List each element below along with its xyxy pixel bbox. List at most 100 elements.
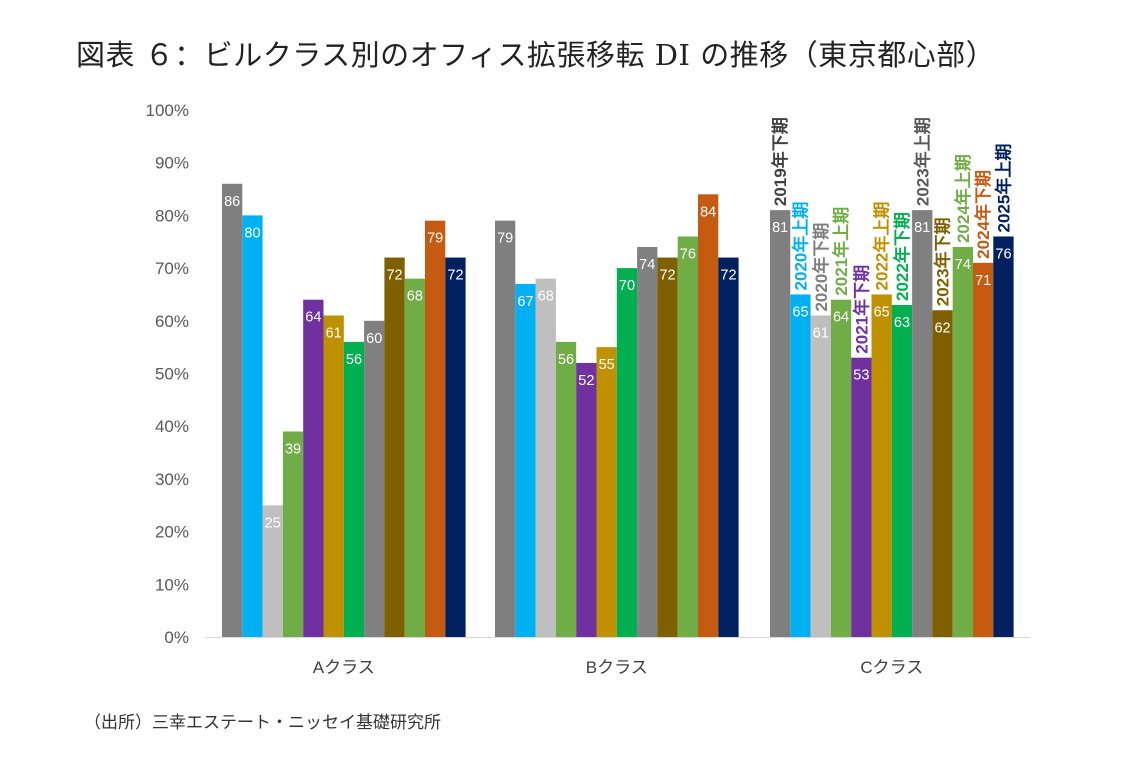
series-name-label: 2024年上期 [953, 154, 973, 243]
data-label: 65 [792, 304, 808, 320]
data-label: 61 [326, 326, 342, 342]
bar [323, 315, 344, 637]
source-note: （出所）三幸エステート・ニッセイ基礎研究所 [84, 713, 441, 733]
bar [810, 315, 831, 637]
bar [364, 320, 385, 637]
bar [932, 310, 953, 637]
bar [871, 294, 892, 637]
data-label: 81 [914, 220, 930, 236]
bar [952, 247, 973, 637]
data-label: 56 [346, 352, 362, 368]
bar [657, 257, 678, 637]
bar [495, 220, 516, 638]
y-tick-label: 90% [155, 154, 189, 173]
data-label: 72 [720, 268, 736, 284]
bar [282, 431, 304, 637]
data-label: 71 [975, 273, 991, 289]
series-name-label: 2025年上期 [993, 144, 1013, 233]
series-name-label: 2024年下期 [973, 170, 993, 259]
data-label: 63 [894, 315, 910, 331]
bar [790, 294, 811, 637]
data-label: 81 [772, 220, 788, 236]
bar [303, 299, 324, 637]
y-tick-label: 50% [155, 365, 189, 384]
data-label: 25 [265, 515, 281, 531]
data-label: 70 [619, 278, 635, 294]
data-label: 76 [995, 246, 1011, 262]
data-label: 53 [853, 368, 869, 384]
category-label: Cクラス [860, 658, 923, 677]
bar [404, 278, 425, 637]
y-tick-label: 0% [164, 628, 189, 647]
bar [596, 347, 617, 637]
data-label: 52 [578, 373, 594, 389]
data-label: 79 [497, 231, 513, 247]
data-label: 55 [599, 357, 615, 373]
bar [891, 304, 913, 637]
series-name-label: 2019年下期 [770, 117, 790, 206]
data-label: 61 [813, 326, 829, 342]
data-label: 64 [305, 310, 321, 326]
bar [555, 341, 577, 637]
data-label: 74 [639, 257, 655, 273]
data-label: 64 [833, 310, 849, 326]
bar [384, 257, 405, 637]
series-name-label: 2021年上期 [831, 207, 851, 296]
y-tick-label: 100% [146, 101, 189, 120]
category-label: Bクラス [586, 658, 648, 677]
y-tick-label: 70% [155, 259, 189, 278]
data-label: 65 [874, 304, 890, 320]
series-name-label: 2022年上期 [872, 202, 892, 291]
y-tick-label: 80% [155, 206, 189, 225]
bar [445, 257, 466, 637]
data-label: 80 [244, 225, 260, 241]
bar [993, 236, 1014, 638]
data-label: 68 [538, 289, 554, 305]
data-label: 39 [285, 441, 301, 457]
bar [770, 210, 791, 637]
y-tick-label: 10% [155, 575, 189, 594]
bar [637, 247, 658, 637]
bar [343, 341, 365, 637]
y-tick-label: 60% [155, 312, 189, 331]
bar [851, 357, 872, 637]
series-name-label: 2022年下期 [892, 212, 912, 301]
bar [718, 257, 739, 637]
bar [515, 283, 536, 637]
series-name-label: 2023年下期 [933, 217, 953, 306]
data-label: 72 [659, 268, 675, 284]
series-name-label: 2020年下期 [811, 223, 831, 312]
bar [830, 299, 852, 637]
bar [616, 268, 638, 637]
data-label: 72 [386, 268, 402, 284]
data-label: 76 [680, 246, 696, 262]
bar [973, 262, 994, 637]
data-label: 72 [447, 268, 463, 284]
data-label: 68 [407, 289, 423, 305]
category-label: Aクラス [313, 658, 375, 677]
data-label: 86 [224, 194, 240, 210]
bar [576, 362, 597, 637]
bar [677, 236, 698, 638]
y-tick-label: 40% [155, 417, 189, 436]
bar [912, 210, 933, 637]
data-label: 84 [700, 204, 716, 220]
data-label: 79 [427, 231, 443, 247]
bar [222, 183, 243, 637]
series-name-label: 2020年上期 [790, 202, 810, 291]
bar [425, 220, 446, 638]
data-label: 60 [366, 331, 382, 347]
y-tick-label: 20% [155, 523, 189, 542]
series-name-label: 2021年下期 [851, 265, 871, 354]
data-label: 67 [517, 294, 533, 310]
bar [242, 215, 263, 637]
data-label: 62 [934, 320, 950, 336]
series-name-label: 2023年上期 [912, 117, 932, 206]
bar [535, 278, 556, 637]
bar [262, 505, 283, 637]
page-title: 図表 ６：ビルクラス別のオフィス拡張移転 DI の推移（東京都心部） [76, 38, 996, 72]
bar [698, 194, 719, 637]
y-tick-label: 30% [155, 470, 189, 489]
data-label: 74 [955, 257, 971, 273]
